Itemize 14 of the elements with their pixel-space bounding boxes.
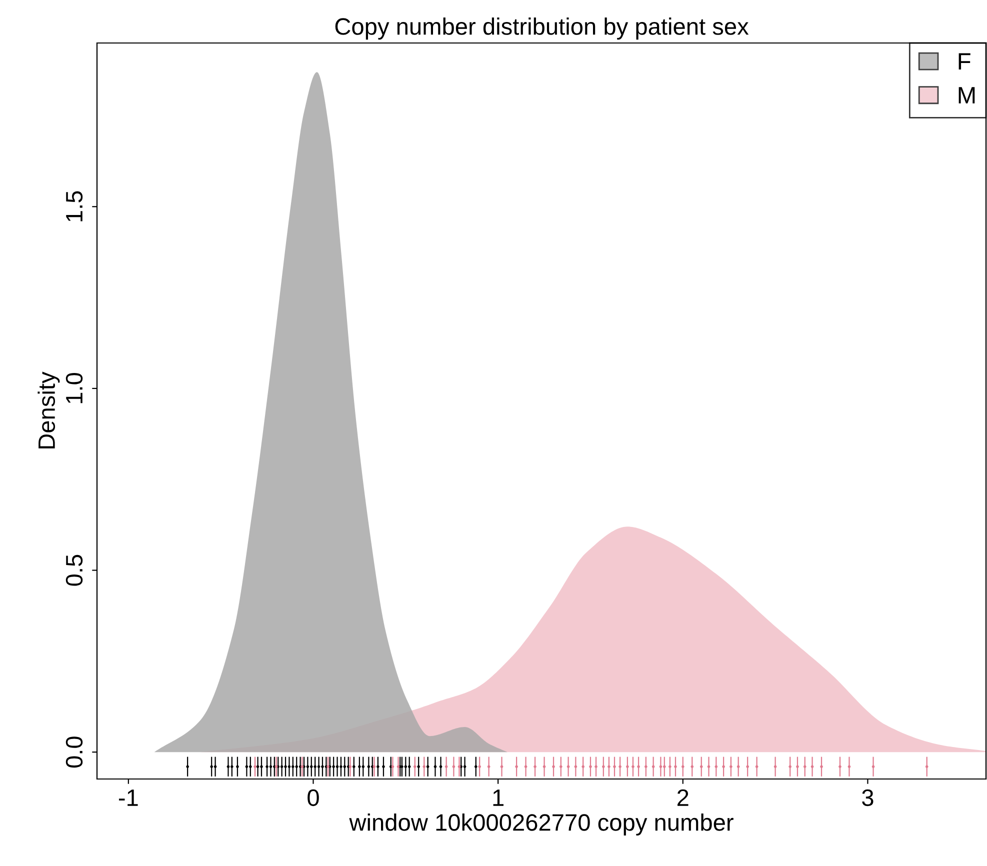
y-axis-title: Density bbox=[38, 372, 60, 448]
y-tick-label: 1.5 bbox=[66, 191, 83, 222]
y-tick-label: 0.5 bbox=[66, 554, 83, 586]
chart-title: Copy number distribution by patient sex bbox=[335, 18, 749, 40]
legend-label: M bbox=[958, 87, 975, 104]
y-tick-label: 1.0 bbox=[66, 372, 83, 404]
legend-label: F bbox=[958, 53, 970, 70]
x-axis-title: window 10k000262770 copy number bbox=[349, 814, 734, 836]
x-tick-label: -1 bbox=[118, 790, 138, 806]
y-tick-label: 0.0 bbox=[66, 736, 83, 768]
x-tick-label: 3 bbox=[862, 789, 874, 806]
x-tick-label: 1 bbox=[493, 790, 504, 806]
x-tick-label: 2 bbox=[678, 789, 688, 806]
x-tick-label: 0 bbox=[308, 789, 319, 806]
